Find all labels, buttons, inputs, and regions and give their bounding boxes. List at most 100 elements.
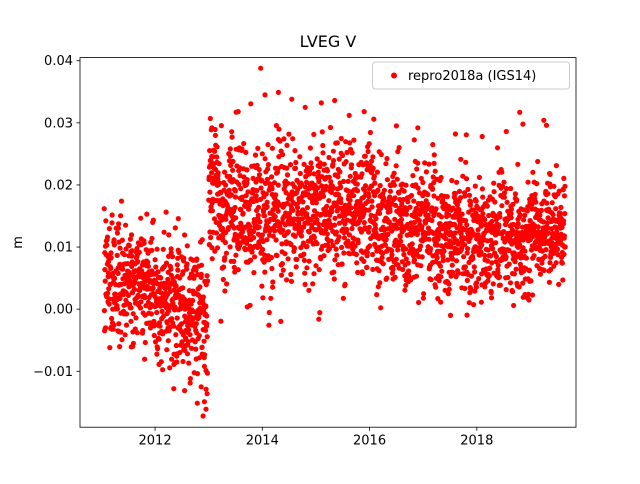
- chart-title: LVEG V: [300, 32, 357, 51]
- x-tick-label: 2014: [246, 434, 279, 449]
- data-point: [456, 188, 463, 194]
- data-point: [351, 193, 357, 199]
- data-point: [429, 205, 435, 211]
- data-point: [218, 318, 224, 324]
- data-point: [364, 264, 370, 270]
- data-point: [368, 158, 375, 164]
- data-point: [338, 196, 344, 202]
- data-point: [449, 262, 455, 268]
- data-point: [493, 253, 499, 259]
- data-point: [430, 142, 436, 148]
- data-point: [193, 267, 199, 273]
- data-point: [479, 242, 485, 248]
- data-point: [530, 169, 536, 175]
- data-point: [508, 210, 514, 217]
- data-point: [204, 370, 210, 376]
- data-point: [168, 246, 174, 252]
- data-point: [501, 190, 508, 196]
- data-point: [359, 271, 365, 277]
- data-point: [319, 183, 325, 189]
- data-point: [222, 239, 228, 246]
- data-point: [145, 263, 151, 269]
- data-point: [471, 302, 477, 308]
- data-point: [203, 386, 209, 392]
- data-point: [301, 251, 307, 257]
- data-point: [471, 264, 477, 270]
- data-point: [539, 260, 545, 266]
- data-point: [337, 169, 343, 175]
- data-point: [292, 165, 299, 171]
- data-point: [103, 218, 109, 224]
- data-point: [468, 273, 475, 279]
- data-point: [538, 207, 544, 213]
- data-point: [251, 235, 257, 241]
- data-point: [541, 267, 547, 273]
- data-point: [482, 284, 488, 290]
- data-point: [427, 245, 434, 252]
- data-point: [304, 265, 310, 271]
- data-point: [149, 247, 155, 253]
- data-point: [297, 170, 303, 177]
- data-point: [432, 168, 438, 174]
- axis-ticks: 2012 2014 2016 2018 −0.01 0.00 0.01 0.02 0.03 0.0…: [33, 54, 493, 448]
- data-point: [495, 270, 501, 276]
- data-point: [273, 192, 279, 198]
- data-point: [464, 250, 470, 256]
- data-point: [301, 161, 307, 167]
- data-point: [102, 278, 108, 284]
- data-point: [204, 321, 210, 327]
- data-point: [108, 255, 114, 261]
- data-point: [255, 212, 261, 218]
- data-point: [202, 327, 209, 333]
- data-point: [269, 145, 275, 151]
- data-point: [458, 195, 464, 201]
- data-point: [324, 168, 330, 174]
- data-point: [209, 170, 215, 176]
- data-point: [324, 231, 330, 237]
- data-point: [431, 152, 437, 158]
- data-point: [354, 181, 360, 187]
- data-point: [204, 313, 210, 319]
- data-point: [503, 287, 509, 293]
- data-point: [279, 241, 285, 247]
- data-point: [376, 268, 382, 274]
- data-point: [259, 283, 265, 289]
- data-point: [385, 231, 391, 237]
- data-point: [562, 183, 568, 189]
- data-point: [418, 175, 424, 182]
- data-point: [306, 258, 312, 264]
- data-point: [160, 246, 166, 252]
- data-point: [554, 246, 561, 252]
- data-point: [559, 260, 565, 266]
- data-point: [134, 246, 140, 252]
- data-point: [478, 249, 484, 255]
- data-point: [270, 279, 276, 285]
- data-point: [504, 199, 510, 205]
- data-point: [524, 208, 530, 214]
- data-point: [130, 311, 136, 317]
- data-point: [370, 251, 376, 258]
- data-point: [262, 269, 268, 275]
- data-point: [123, 222, 129, 228]
- data-point: [402, 287, 408, 293]
- data-point: [446, 281, 452, 287]
- data-point: [137, 305, 144, 311]
- data-point: [506, 247, 512, 253]
- data-point: [403, 211, 410, 217]
- data-point: [198, 271, 204, 277]
- data-point: [377, 280, 383, 286]
- data-point: [141, 240, 147, 246]
- data-point: [222, 255, 228, 261]
- data-point: [504, 186, 510, 192]
- data-point: [133, 315, 139, 321]
- data-point: [441, 248, 447, 254]
- data-point: [398, 216, 405, 223]
- data-point: [435, 236, 441, 242]
- data-point: [338, 184, 344, 190]
- data-point: [307, 145, 313, 151]
- data-point: [487, 265, 493, 271]
- data-point: [304, 243, 310, 250]
- data-point: [294, 256, 300, 263]
- data-point: [403, 282, 409, 288]
- data-point: [199, 237, 205, 243]
